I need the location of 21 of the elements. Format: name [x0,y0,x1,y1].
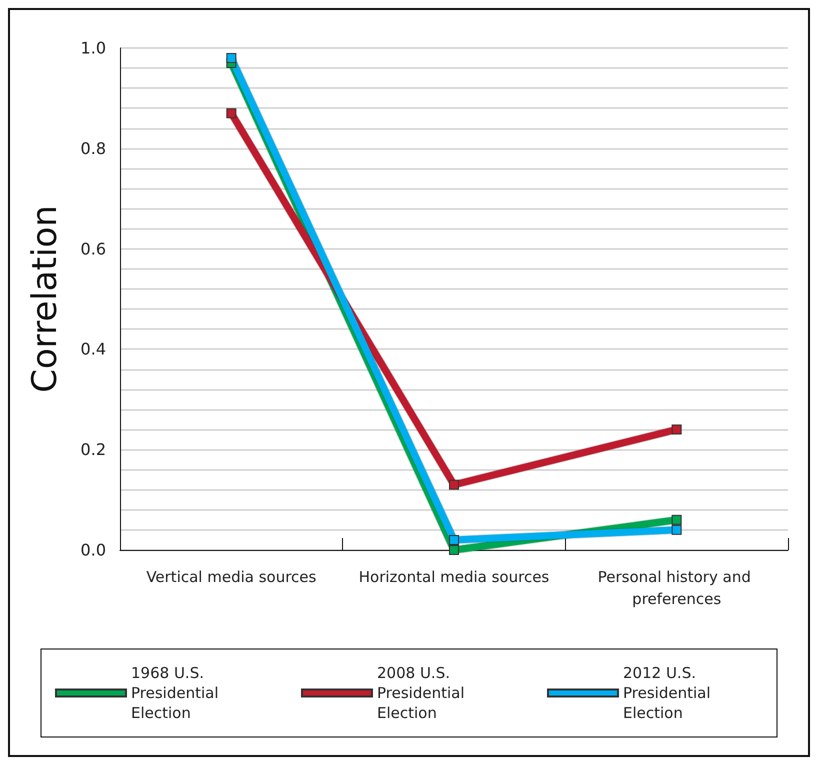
y-tick-label: 0.4 [80,340,106,359]
y-tick-label: 0.8 [80,138,106,158]
point [226,53,236,64]
point [449,534,459,545]
legend-label: 2008 U.S. Presidential Election [377,664,470,722]
point [449,545,459,555]
legend-label: 2012 U.S. Presidential Election [623,664,716,722]
point [672,524,682,535]
point [226,108,236,118]
x-tick-label: Personal history and preferences [598,568,756,608]
legend-label: 1968 U.S. Presidential Election [131,664,224,722]
point [672,424,682,435]
y-tick-label: 0.6 [80,239,106,258]
y-tick-label: 0.0 [80,540,106,560]
y-tick-label: 1.0 [80,38,106,58]
x-tick-label: Vertical media sources [146,568,317,586]
y-tick-label: 0.2 [80,440,106,460]
x-tick-label: Horizontal media sources [358,568,550,586]
point [449,480,459,490]
point [672,514,682,525]
y-axis-title: Correlation [25,205,65,393]
